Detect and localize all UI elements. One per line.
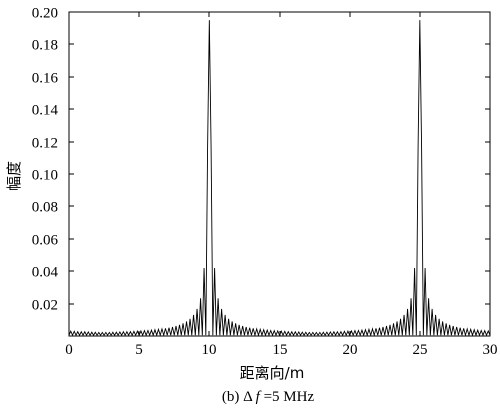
y-axis-label: 幅度: [5, 161, 23, 191]
y-tick-label: 0.16: [32, 70, 59, 86]
y-tick-label: 0.14: [32, 102, 59, 118]
caption-suffix: =5 MHz: [260, 389, 315, 405]
x-tick-label: 30: [483, 342, 498, 358]
caption-prefix: (b) Δ: [222, 389, 256, 405]
y-tick-label: 0.08: [32, 199, 58, 215]
x-axis: 0 5 10 15 20 25 30: [65, 12, 498, 358]
caption-italic-symbol: f: [256, 389, 262, 405]
x-tick-label: 10: [202, 342, 217, 358]
y-tick-label: 0.10: [32, 167, 58, 183]
y-tick-label: 0.04: [32, 264, 59, 280]
series-line: [68, 20, 491, 337]
x-tick-label: 0: [65, 342, 73, 358]
x-tick-label: 15: [273, 342, 288, 358]
x-tick-label: 20: [343, 342, 358, 358]
y-tick-label: 0.20: [32, 5, 58, 21]
figure-caption: (b) Δ f =5 MHz: [222, 389, 315, 405]
x-axis-label: 距离向/m: [240, 364, 305, 382]
y-tick-label: 0.18: [32, 37, 58, 53]
x-tick-label: 5: [135, 342, 143, 358]
y-tick-label: 0.02: [32, 297, 58, 313]
plot-frame: [68, 11, 491, 337]
x-tick-label: 25: [413, 342, 428, 358]
y-axis: 0.02 0.04 0.06 0.08 0.10 0.12 0.14 0.16 0.18 0.20: [32, 5, 490, 313]
y-tick-label: 0.12: [32, 135, 58, 151]
y-tick-label: 0.06: [32, 232, 59, 248]
